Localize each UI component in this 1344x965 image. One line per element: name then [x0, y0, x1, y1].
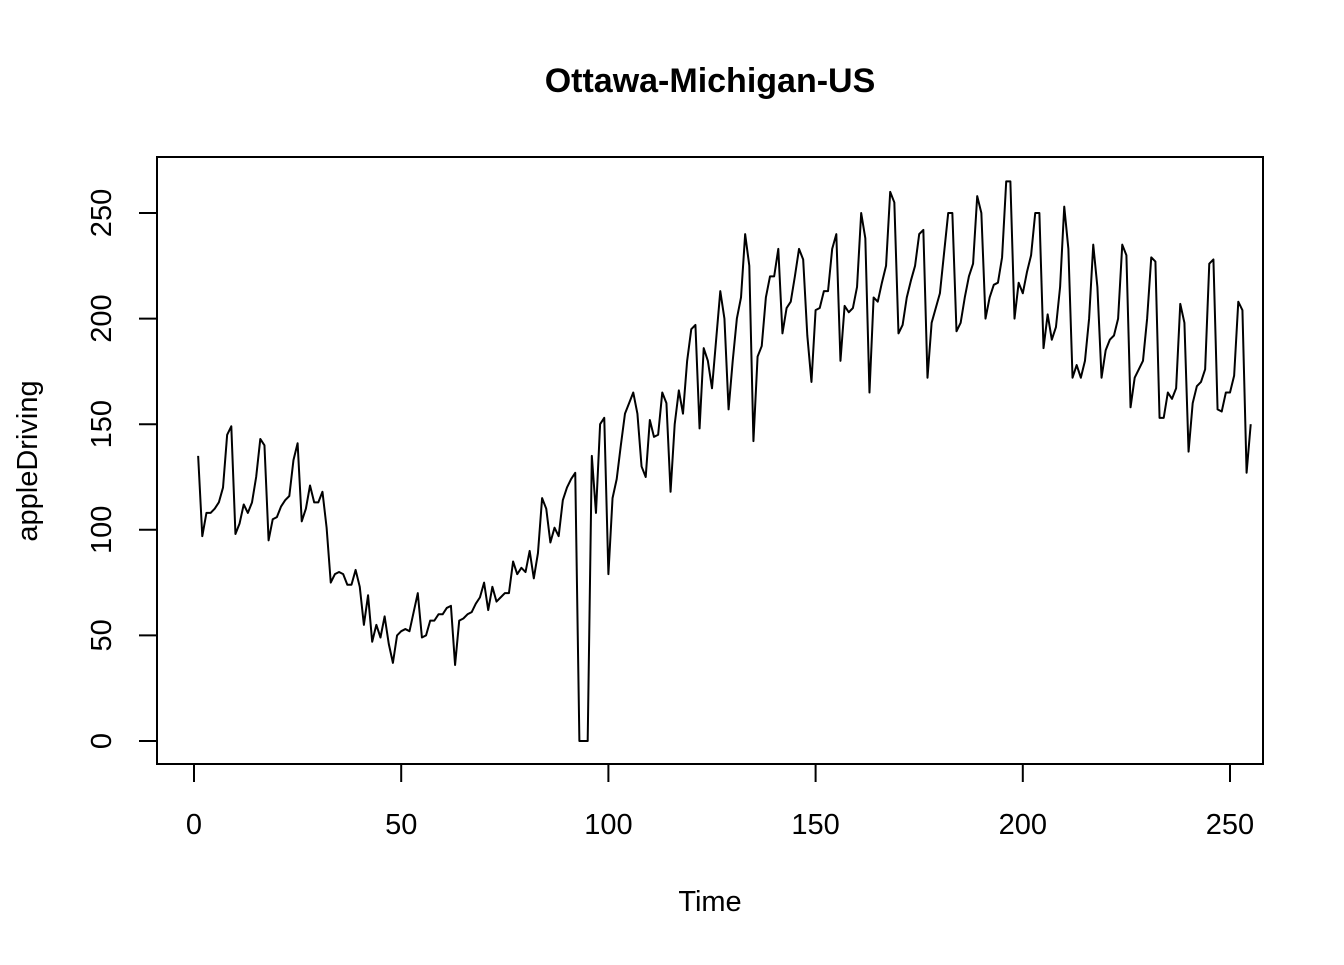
- y-tick-label: 200: [86, 294, 118, 342]
- y-tick-label: 0: [86, 733, 118, 749]
- x-axis: 0 50 100 150 200 250: [186, 763, 1254, 841]
- y-axis-title: appleDriving: [12, 380, 44, 541]
- x-tick-label: 100: [584, 809, 632, 841]
- x-tick-label: 150: [791, 809, 839, 841]
- x-tick-label: 200: [999, 809, 1047, 841]
- y-axis: 0 50 100 150 200 250: [86, 189, 158, 749]
- x-tick-label: 50: [385, 809, 417, 841]
- plot-frame: [156, 156, 1264, 765]
- y-tick-label: 50: [86, 619, 118, 651]
- chart-title: Ottawa-Michigan-US: [545, 62, 876, 100]
- y-tick-label: 250: [86, 189, 118, 237]
- series-line-appledriving: [197, 180, 1252, 742]
- x-tick-label: 0: [186, 809, 202, 841]
- x-tick-label: 250: [1206, 809, 1254, 841]
- y-tick-label: 150: [86, 400, 118, 448]
- y-tick-label: 100: [86, 506, 118, 554]
- x-axis-title: Time: [678, 886, 741, 918]
